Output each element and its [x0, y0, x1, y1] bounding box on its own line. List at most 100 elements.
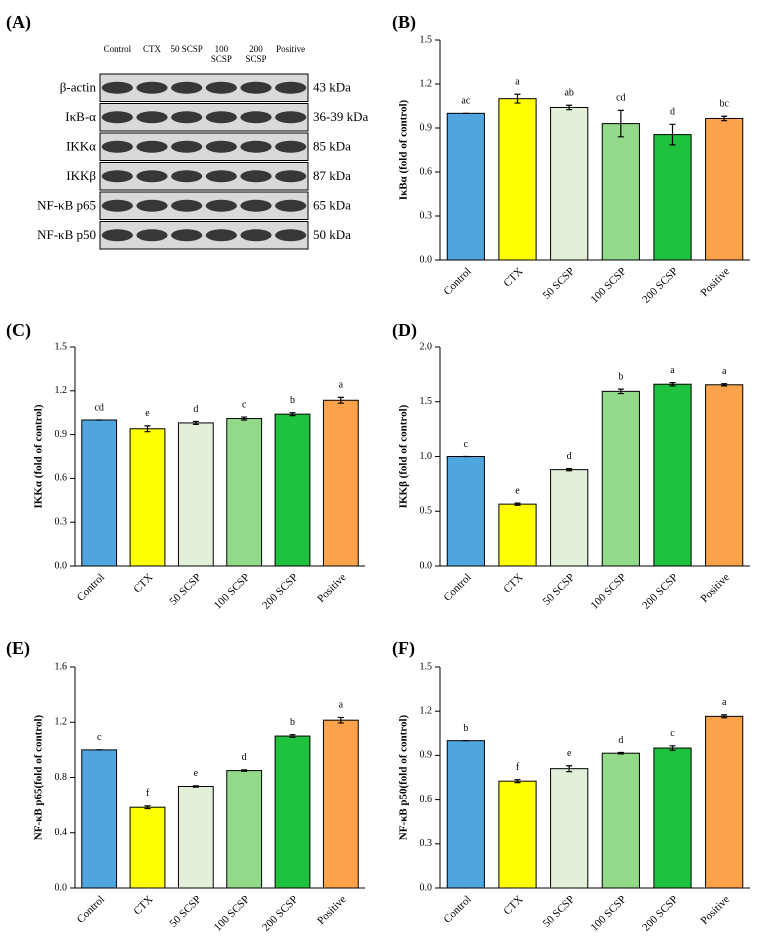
x-tick-label: 100 SCSP — [588, 893, 628, 933]
bar — [322, 399, 359, 567]
bar — [705, 117, 744, 261]
y-tick-label: 0.5 — [420, 506, 433, 517]
y-tick-label: 0.8 — [55, 772, 68, 783]
bar — [498, 780, 537, 889]
y-tick-label: 0.0 — [420, 882, 433, 893]
significance-label: d — [242, 752, 247, 763]
x-tick-label: Positive — [699, 265, 733, 299]
y-tick-label: 1.2 — [420, 705, 433, 716]
x-tick-label: 100 SCSP — [212, 571, 252, 611]
significance-label: ab — [564, 88, 573, 99]
significance-label: ac — [461, 96, 470, 107]
y-tick-label: 0.0 — [55, 882, 68, 893]
significance-label: a — [722, 697, 727, 708]
error-bar — [669, 745, 676, 751]
lane-label: Positive — [276, 44, 306, 54]
bar — [81, 419, 118, 567]
bar — [177, 785, 214, 889]
blot-band — [101, 81, 133, 94]
significance-label: cd — [616, 93, 625, 104]
y-tick-label: 0.0 — [55, 560, 68, 571]
error-bar — [617, 751, 624, 755]
error-bar — [144, 425, 151, 433]
significance-label: e — [567, 748, 572, 759]
blot-band — [136, 199, 168, 212]
blot-band — [240, 111, 272, 124]
y-tick-label: 0.3 — [420, 838, 433, 849]
blot-band — [171, 199, 203, 212]
y-axis-title: IκBα (fold of control) — [398, 99, 410, 200]
blot-band — [275, 81, 307, 94]
bar — [705, 384, 744, 567]
blot-band — [101, 170, 133, 183]
x-tick-label: Control — [75, 571, 107, 603]
blot-band — [275, 229, 307, 242]
error-bar — [721, 115, 728, 122]
y-tick-label: 0.9 — [55, 429, 68, 440]
blot-band — [240, 199, 272, 212]
blot-strip — [99, 162, 309, 191]
blot-band — [275, 199, 307, 212]
y-tick-label: 1.2 — [55, 717, 68, 728]
lane-label: 50 SCSP — [170, 44, 203, 54]
bar — [550, 106, 589, 261]
significance-label: b — [290, 717, 295, 728]
x-tick-label: 200 SCSP — [640, 893, 680, 933]
blot-band — [101, 111, 133, 124]
bar — [653, 134, 692, 261]
bar — [601, 752, 640, 889]
bar — [274, 735, 311, 889]
significance-label: d — [670, 107, 675, 118]
error-bar — [144, 805, 151, 810]
error-bar — [721, 383, 728, 387]
significance-label: c — [464, 439, 469, 450]
significance-label: e — [194, 768, 199, 779]
bar — [81, 749, 118, 889]
bar — [446, 740, 485, 889]
bar — [705, 715, 744, 889]
significance-label: bc — [719, 99, 729, 110]
significance-label: a — [339, 380, 344, 391]
x-tick-label: Control — [441, 571, 473, 603]
protein-label: NF-κB p50 — [37, 227, 96, 242]
bar — [653, 383, 692, 567]
significance-label: f — [516, 762, 520, 773]
x-tick-label: 200 SCSP — [260, 893, 300, 933]
bar — [446, 112, 485, 261]
blot-band — [205, 140, 237, 153]
x-tick-label: Positive — [699, 571, 733, 605]
error-bar — [669, 123, 676, 146]
size-label: 43 kDa — [313, 80, 351, 95]
blot-band — [136, 81, 168, 94]
error-bar — [514, 93, 521, 104]
y-axis-title: NF-κB p50(fold of control) — [398, 714, 410, 840]
significance-label: a — [515, 77, 520, 88]
y-tick-label: 2.0 — [420, 341, 433, 352]
error-bar — [721, 714, 728, 719]
protein-label: IκB-α — [65, 109, 96, 124]
significance-label: f — [146, 788, 150, 799]
blot-band — [205, 81, 237, 94]
panel-label: (B) — [392, 12, 416, 33]
protein-label: IKKα — [66, 139, 96, 154]
blot-band — [205, 111, 237, 124]
error-bar — [337, 396, 344, 404]
blot-band — [136, 140, 168, 153]
error-bar — [669, 381, 676, 387]
lane-label: CTX — [143, 44, 161, 54]
size-label: 85 kDa — [313, 139, 351, 154]
y-axis-title: NF-κB p65(fold of control) — [33, 714, 45, 840]
x-tick-label: CTX — [131, 893, 155, 917]
lane-label: 100 SCSP — [210, 44, 232, 64]
bar — [446, 456, 485, 567]
x-tick-label: Control — [75, 893, 107, 925]
panel-label: (E) — [6, 638, 30, 659]
x-tick-label: CTX — [501, 893, 525, 917]
y-tick-label: 0.4 — [55, 827, 68, 838]
bar — [226, 418, 263, 567]
bar — [129, 428, 166, 567]
y-tick-label: 0.0 — [420, 560, 433, 571]
error-bar — [566, 765, 573, 773]
error-bar — [617, 388, 624, 395]
